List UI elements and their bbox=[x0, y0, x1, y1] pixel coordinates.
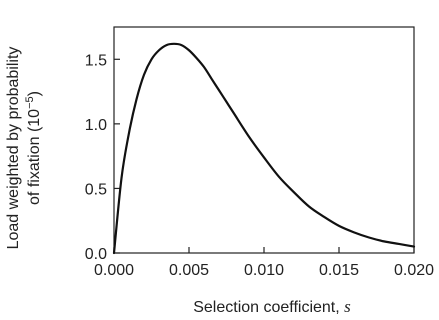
x-tick-label: 0.000 bbox=[94, 262, 134, 279]
y-axis-title-line2: of fixation (10−5) bbox=[24, 91, 43, 205]
y-tick-label: 0.0 bbox=[85, 246, 107, 263]
y-axis-title: Load weighted by probability of fixation… bbox=[5, 47, 43, 250]
y-axis-title-line1: Load weighted by probability bbox=[5, 47, 22, 250]
x-axis-symbol: s bbox=[344, 297, 351, 316]
x-tick-label: 0.020 bbox=[394, 262, 434, 279]
x-tick-label: 0.005 bbox=[169, 262, 209, 279]
series-line bbox=[112, 42, 416, 255]
y-tick-label: 0.5 bbox=[85, 181, 107, 198]
x-tick-label: 0.015 bbox=[319, 262, 359, 279]
y-tick-label: 1.5 bbox=[85, 52, 107, 69]
axes bbox=[113, 26, 415, 254]
y-tick-label: 1.0 bbox=[85, 117, 107, 134]
x-axis-ticks: 0.000 0.005 0.010 0.015 0.020 bbox=[94, 247, 434, 279]
plot-frame bbox=[113, 26, 415, 254]
y-axis-ticks: 0.0 0.5 1.0 1.5 bbox=[85, 52, 120, 263]
x-axis-title: Selection coefficient, s bbox=[193, 297, 351, 316]
x-tick-label: 0.010 bbox=[244, 262, 284, 279]
